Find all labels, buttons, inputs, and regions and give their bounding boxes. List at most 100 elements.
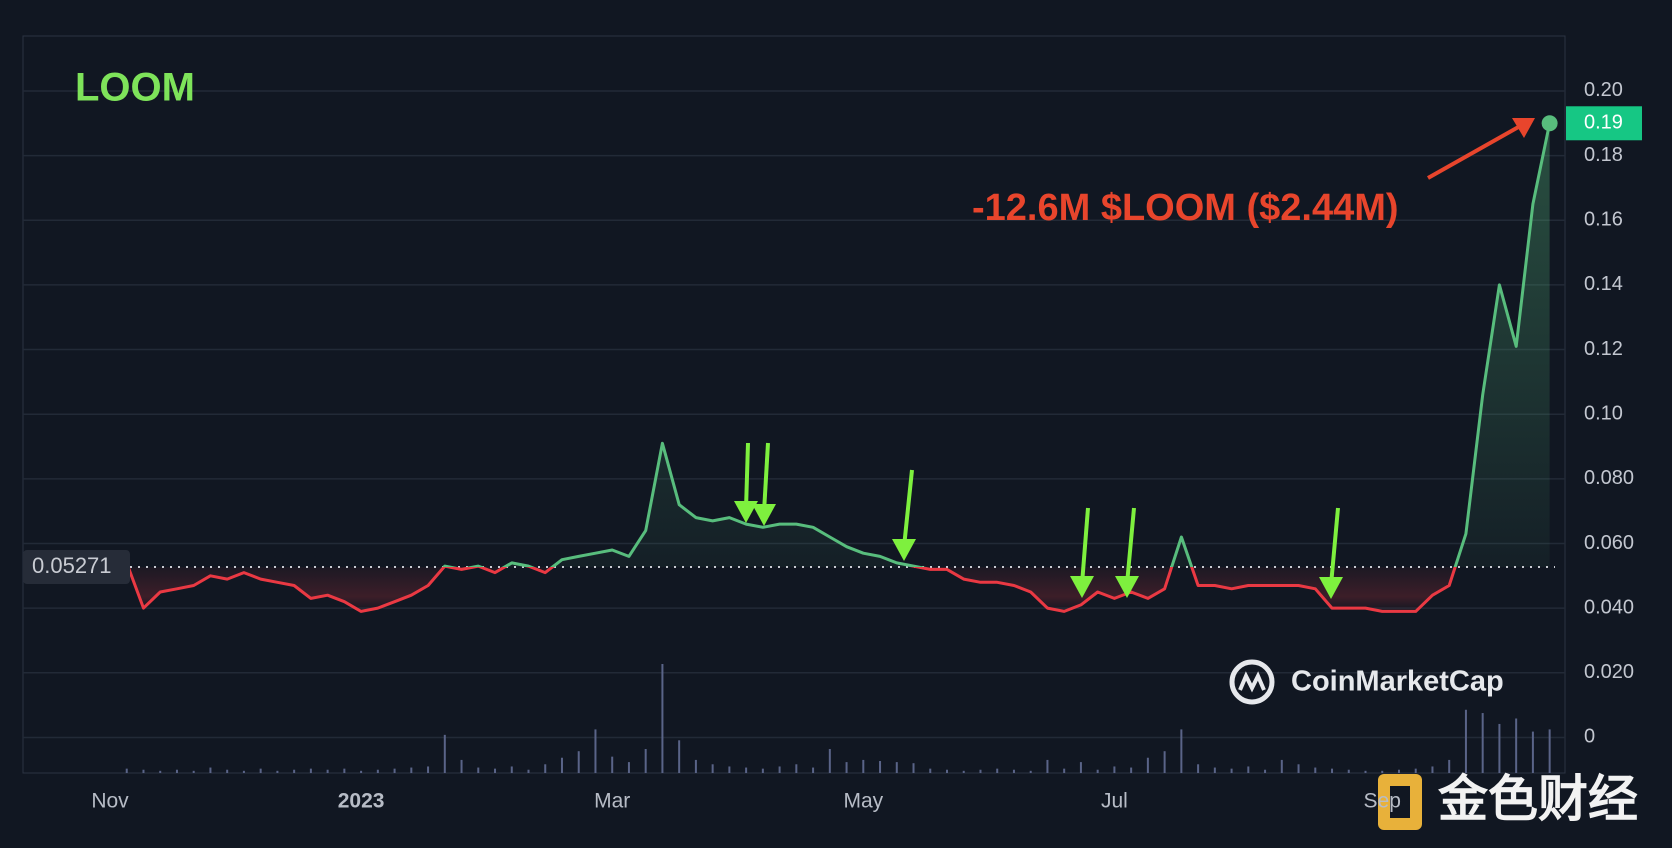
volume-bar: [1280, 759, 1283, 773]
x-tick-label: May: [843, 790, 883, 813]
green-arrows: [734, 442, 1343, 599]
volume-bar: [192, 770, 195, 773]
x-tick-label: Sep: [1364, 790, 1401, 813]
baseline-label: 0.05271: [32, 553, 112, 578]
volume-bar: [159, 770, 162, 773]
volume-bar: [1130, 767, 1133, 773]
volume-bar: [1012, 769, 1015, 773]
last-point: [1541, 115, 1558, 132]
volume-bar: [309, 768, 312, 773]
volume-bar: [1096, 769, 1099, 773]
volume-bar: [694, 759, 697, 773]
volume-bar: [1180, 729, 1183, 773]
baseline-label-box: [23, 550, 130, 585]
y-tick-label: 0.040: [1584, 596, 1634, 618]
y-tick-label: 0.16: [1584, 209, 1623, 231]
x-tick-label: 2023: [338, 790, 385, 813]
price-tag: [1566, 106, 1642, 141]
y-tick-label: 0.080: [1584, 467, 1634, 489]
y-tick-label: 0.12: [1584, 338, 1623, 360]
volume-bar: [410, 767, 413, 773]
volume-bar: [1314, 767, 1317, 773]
volume-bar: [1029, 770, 1032, 773]
volume-bar: [996, 768, 999, 773]
cmc-logo: [1229, 659, 1275, 705]
volume-bar: [142, 769, 145, 773]
volume-bar: [376, 769, 379, 773]
y-tick-label: 0.20: [1584, 79, 1623, 101]
volume-bar: [929, 768, 932, 773]
volume-bar: [226, 769, 229, 773]
volume-bar: [644, 749, 647, 773]
volume-bar: [1397, 769, 1400, 773]
volume-bar: [1531, 731, 1534, 773]
volume-bar: [912, 763, 915, 773]
volume-bar: [862, 759, 865, 773]
volume-bar: [979, 769, 982, 773]
x-tick-label: Mar: [594, 790, 630, 813]
volume-bar: [1146, 757, 1149, 773]
plot-frame: [22, 35, 1566, 774]
volume-bar: [343, 768, 346, 773]
volume-bar: [845, 762, 848, 773]
x-tick-label: Jul: [1101, 790, 1128, 813]
y-tick-label: 0.060: [1584, 532, 1634, 554]
volume-bar: [1046, 759, 1049, 773]
y-tick-label: 0.020: [1584, 661, 1634, 683]
volume-bar: [1515, 718, 1518, 773]
annotation: -12.6M $LOOM ($2.44M): [972, 187, 1399, 229]
volume-bar: [745, 767, 748, 773]
volume-bar: [1230, 768, 1233, 773]
volume-bar: [611, 756, 614, 773]
volume-bar: [678, 740, 681, 773]
y-tick-label: 0.18: [1584, 144, 1623, 166]
volume-bar: [1213, 767, 1216, 773]
volume-bar: [527, 769, 530, 773]
volume-bar: [1381, 770, 1384, 773]
volume-bar: [962, 770, 965, 773]
volume-bar: [1498, 723, 1501, 773]
volume-bar: [1297, 764, 1300, 773]
volume-bar: [1113, 766, 1116, 773]
volume-bar: [828, 749, 831, 773]
volume-bar: [1163, 751, 1166, 773]
y-tick-label: 0.14: [1584, 273, 1623, 295]
volume-bar: [711, 764, 714, 773]
y-tick-label: 0.10: [1584, 402, 1623, 424]
source-logo: [1378, 774, 1422, 830]
volume-bar: [895, 762, 898, 773]
volume-bar: [1481, 713, 1484, 773]
volume-bar: [795, 764, 798, 773]
volume-bar: [560, 757, 563, 773]
volume-bar: [393, 768, 396, 773]
volume-bar: [1448, 759, 1451, 773]
volume-bar: [544, 764, 547, 773]
volume-bar: [175, 769, 178, 773]
volume-bar: [1364, 770, 1367, 773]
volume-bar: [242, 770, 245, 773]
volume-bar: [812, 767, 815, 773]
volume-bar: [276, 770, 279, 773]
volume-bar: [728, 766, 731, 773]
volume-bar: [1464, 709, 1467, 773]
volume-bar: [326, 769, 329, 773]
watermark: CoinMarketCap: [1291, 666, 1504, 698]
chart-title: LOOM: [75, 66, 195, 110]
volume-bar: [125, 768, 128, 773]
volume-bar: [477, 767, 480, 773]
volume-bar: [1347, 769, 1350, 773]
x-tick-label: Nov: [91, 790, 129, 813]
volume-bar: [761, 768, 764, 773]
volume-bar: [1247, 766, 1250, 773]
volume-bar: [661, 664, 664, 773]
volume-bar: [209, 767, 212, 773]
volume-bar: [1431, 766, 1434, 773]
volume-bar: [1063, 768, 1066, 773]
volume-bar: [1548, 729, 1551, 773]
volume-bar: [443, 734, 446, 773]
volume-bar: [360, 770, 363, 773]
volume-bar: [577, 751, 580, 773]
